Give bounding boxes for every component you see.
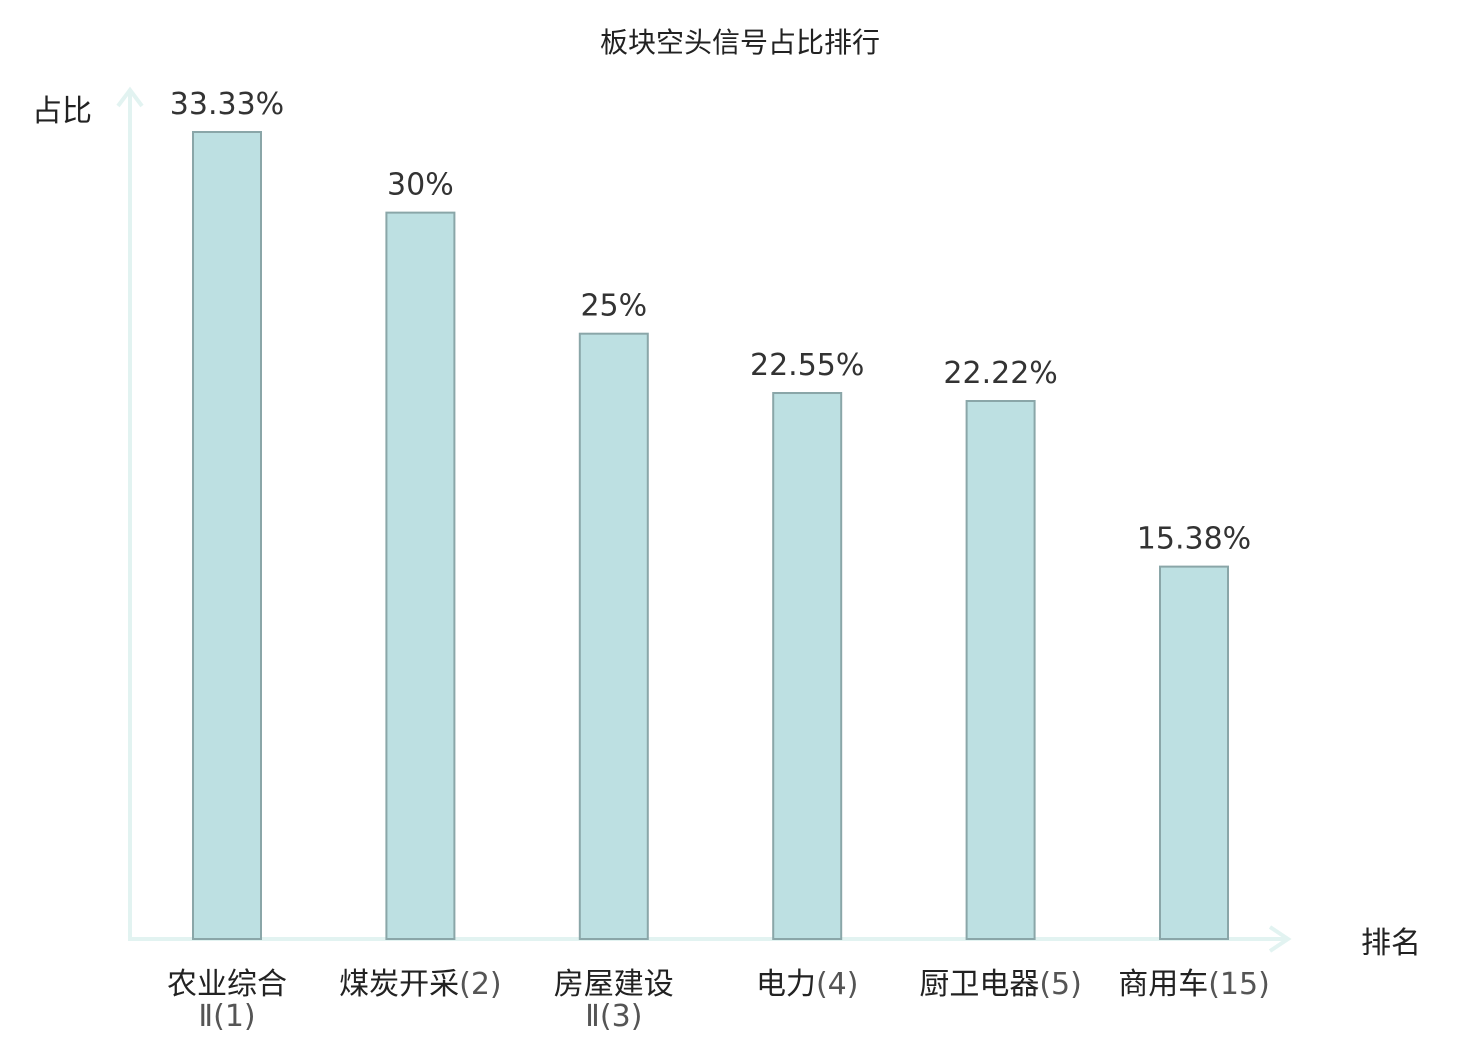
labels-layer: 33.33% 农业综合 Ⅱ(1) 30% 煤炭开采(2) 25% 房屋建设 Ⅱ(3) 22.55…: [167, 87, 1270, 1034]
bar-1: [192, 131, 262, 940]
category-rank-5: (5): [1039, 967, 1082, 1002]
chart-title: 板块空头信号占比排行: [600, 26, 880, 59]
category-label-2: 煤炭开采(2): [339, 967, 502, 1002]
category-label-4: 电力(4): [756, 967, 859, 1002]
category-label-5: 厨卫电器(5): [919, 967, 1082, 1002]
category-name-1: 农业综合: [167, 967, 287, 1002]
category-name-5: 厨卫电器: [919, 967, 1039, 1002]
value-label-5: 22.22%: [943, 356, 1057, 391]
category-name-3: 房屋建设: [554, 967, 674, 1002]
x-axis-label: 排名: [1361, 926, 1421, 961]
category-label-6: 商用车(15): [1118, 967, 1270, 1002]
value-label-2: 30%: [387, 168, 454, 203]
category-rank-4: (4): [816, 967, 859, 1002]
category-label-3: 房屋建设 Ⅱ(3): [554, 967, 674, 1034]
category-label-1: 农业综合 Ⅱ(1): [167, 967, 287, 1034]
category-rank-6: (15): [1208, 967, 1270, 1002]
bar-5: [965, 400, 1036, 940]
bar-4: [772, 392, 843, 940]
category-name-2: 煤炭开采: [339, 967, 459, 1002]
category-name-4: 电力: [756, 967, 816, 1002]
category-rank-2: (2): [459, 967, 502, 1002]
value-label-4: 22.55%: [750, 348, 864, 383]
y-axis-label: 占比: [32, 94, 92, 129]
category-name-6: 商用车: [1118, 967, 1208, 1002]
x-axis-arrow: [1268, 925, 1292, 953]
bar-6: [1159, 565, 1229, 940]
bars-layer: [192, 131, 1229, 941]
value-label-6: 15.38%: [1137, 522, 1251, 557]
bar-3: [578, 332, 649, 941]
bar-2: [385, 211, 456, 940]
y-axis-arrow: [116, 86, 144, 108]
category-rank-1: Ⅱ(1): [198, 999, 255, 1034]
value-label-1: 33.33%: [170, 87, 284, 122]
category-rank-3: Ⅱ(3): [585, 999, 642, 1034]
value-label-3: 25%: [580, 289, 647, 324]
